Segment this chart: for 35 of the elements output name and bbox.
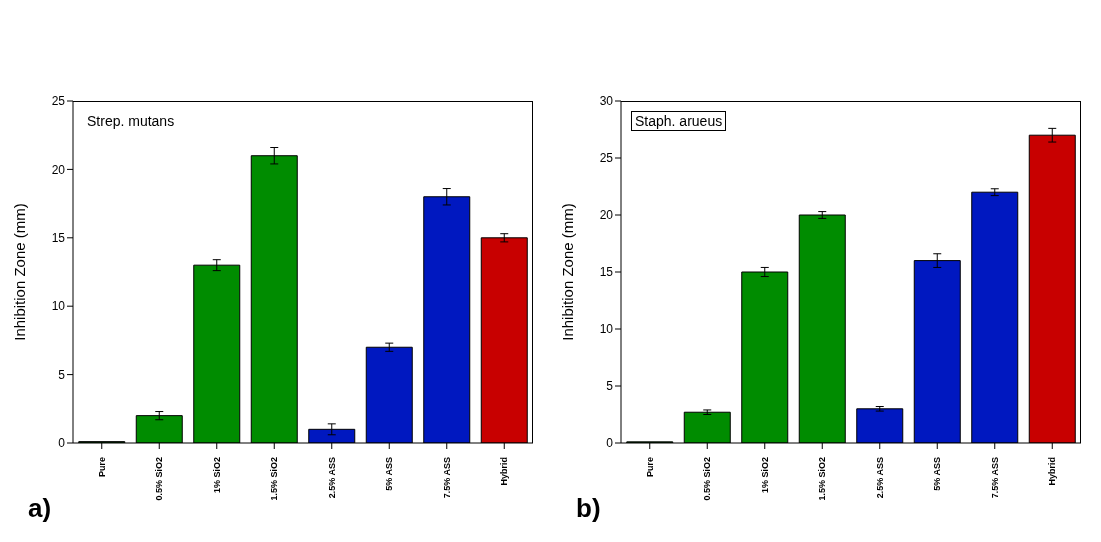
y-tick-label: 20 <box>51 162 66 177</box>
y-tick-label: 30 <box>599 94 614 109</box>
text: a) <box>28 493 52 524</box>
y-tick-label: 25 <box>599 151 614 166</box>
x-tick-label: 2.5% ASS <box>326 457 337 499</box>
y-tick-label: 10 <box>51 299 66 314</box>
text: b) <box>576 493 601 524</box>
x-tick-label: 2.5% ASS <box>874 457 885 499</box>
y-axis-title: Inhibition Zone (mm) <box>559 203 577 341</box>
y-axis-title: Inhibition Zone (mm) <box>11 203 29 341</box>
x-tick-label: 0.5% SiO2 <box>702 457 713 501</box>
y-tick-label: 15 <box>599 265 614 280</box>
x-tick-label: Hybrid <box>1047 457 1058 486</box>
y-tick-label: 5 <box>58 367 66 382</box>
x-tick-label: 1.5% SiO2 <box>817 457 828 501</box>
y-tick-label: 0 <box>606 436 614 451</box>
y-tick-label: 5 <box>606 379 614 394</box>
x-tick-label: Pure <box>96 457 107 478</box>
x-tick-label: 1% SiO2 <box>211 457 222 494</box>
x-tick-label: 7.5% ASS <box>989 457 1000 499</box>
y-tick-label: 15 <box>51 231 66 246</box>
x-tick-label: 5% ASS <box>932 457 943 491</box>
annotation: Staph. arueus <box>631 111 727 131</box>
x-tick-label: 7.5% ASS <box>441 457 452 499</box>
y-tick-label: 0 <box>58 436 66 451</box>
x-tick-label: 0.5% SiO2 <box>154 457 165 501</box>
x-tick-label: 1% SiO2 <box>759 457 770 494</box>
x-tick-label: Hybrid <box>499 457 510 486</box>
y-tick-label: 10 <box>599 322 614 337</box>
annotation: Strep. mutans <box>86 112 176 131</box>
x-tick-label: 5% ASS <box>384 457 395 491</box>
y-tick-label: 20 <box>599 208 614 223</box>
x-tick-label: Pure <box>644 457 655 478</box>
y-tick-label: 25 <box>51 94 66 109</box>
x-tick-label: 1.5% SiO2 <box>269 457 280 501</box>
